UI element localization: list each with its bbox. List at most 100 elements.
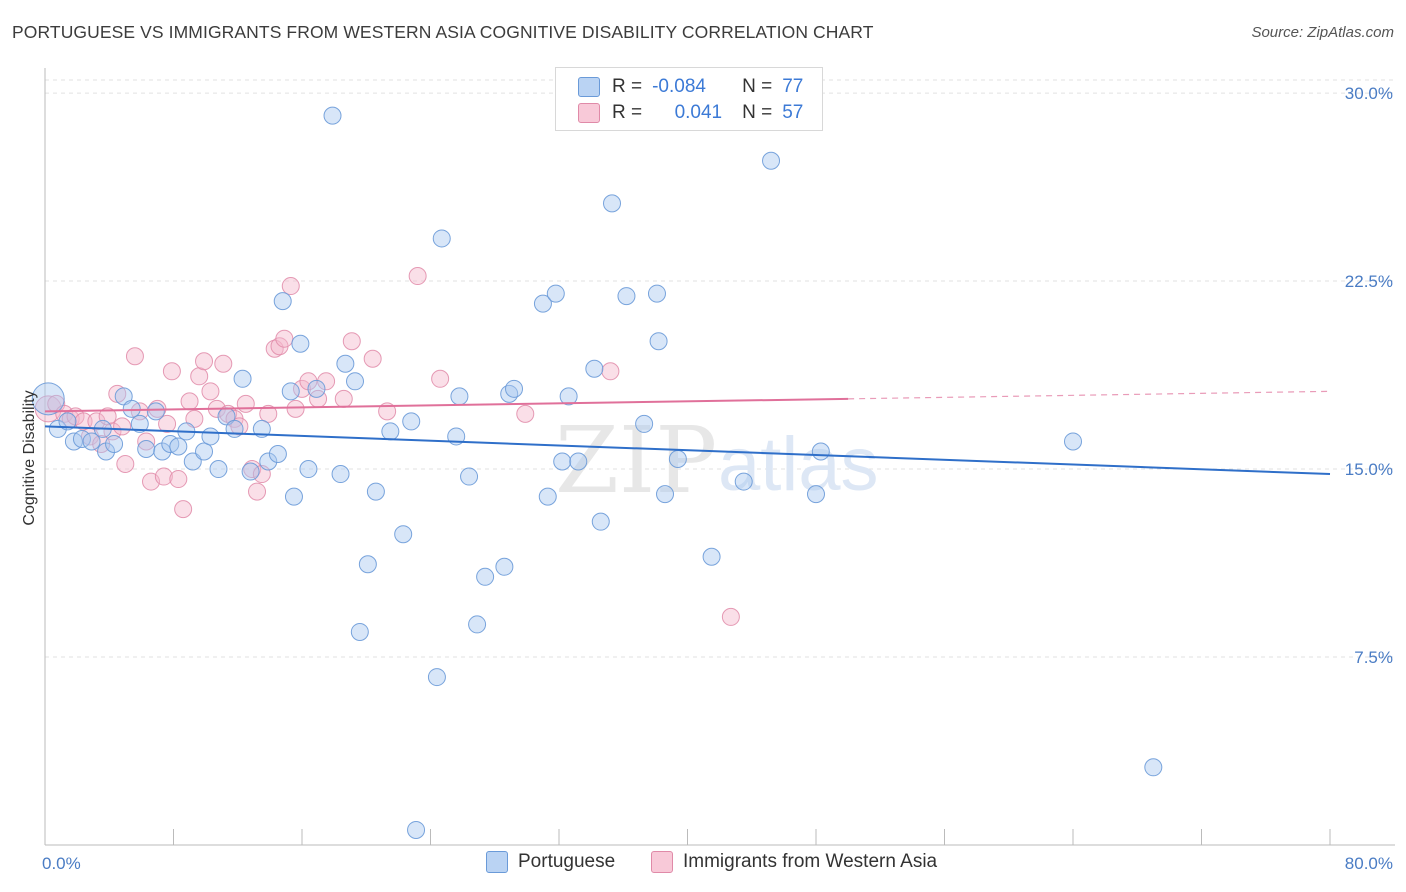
pink-point-23 — [174, 500, 193, 519]
pink-point-44 — [293, 379, 311, 398]
pink-point-27 — [195, 352, 214, 371]
blue-point-51 — [468, 615, 487, 634]
blue-point-71 — [702, 547, 721, 566]
pink-points — [34, 267, 740, 626]
blue-point-20 — [201, 427, 220, 446]
blue-point-50 — [460, 467, 479, 486]
blue-point-25 — [241, 462, 260, 481]
pink-point-34 — [236, 394, 255, 413]
blue-point-57 — [538, 487, 557, 506]
blue-point-39 — [350, 622, 369, 641]
blue-point-67 — [647, 284, 666, 303]
blue-point-23 — [225, 419, 244, 438]
y-tick-label-3: 30.0% — [1345, 84, 1393, 103]
legend-n-label: N = — [742, 102, 773, 123]
correlation-legend: R = -0.084 N = 77 R = 0.041 N = 57 — [555, 67, 823, 131]
blue-point-75 — [811, 442, 830, 461]
pink-point-5 — [74, 412, 93, 431]
blue-points — [31, 106, 1163, 839]
blue-point-33 — [299, 460, 318, 479]
legend-r-label: R = — [612, 76, 643, 97]
blue-point-73 — [762, 151, 781, 170]
trend-lines — [44, 390, 1331, 476]
blue-point-59 — [553, 452, 572, 471]
pink-point-56 — [721, 607, 740, 626]
legend-item-western-asia[interactable]: Immigrants from Western Asia — [651, 851, 937, 873]
blue-point-55 — [505, 379, 524, 398]
blue-point-8 — [105, 434, 124, 453]
blue-point-69 — [656, 485, 675, 504]
pink-point-42 — [281, 277, 300, 296]
legend-label-western-asia: Immigrants from Western Asia — [683, 851, 938, 872]
legend-r-value-blue: -0.084 — [652, 76, 706, 97]
pink-point-7 — [87, 412, 106, 431]
blue-point-11 — [130, 414, 149, 433]
legend-item-portuguese[interactable]: Portuguese — [486, 851, 615, 873]
blue-point-53 — [495, 557, 514, 576]
blue-point-47 — [432, 229, 451, 248]
pink-point-54 — [516, 404, 535, 423]
blue-point-42 — [381, 422, 400, 441]
blue-point-36 — [331, 465, 350, 484]
x-tick-labels: 0.0% 80.0% — [42, 854, 1393, 873]
pink-point-48 — [334, 389, 353, 408]
blue-point-32 — [291, 334, 310, 353]
pink-point-19 — [154, 467, 173, 486]
blue-point-62 — [585, 359, 604, 378]
blue-point-72 — [734, 472, 753, 491]
blue-point-76 — [1064, 432, 1082, 451]
legend-swatch-western-asia — [651, 851, 673, 873]
legend-r-label: R = — [612, 102, 643, 123]
blue-point-65 — [617, 287, 636, 306]
watermark-atlas: atlas — [718, 422, 879, 507]
pink-point-13 — [116, 455, 135, 474]
axes — [44, 68, 1395, 846]
blue-point-58 — [546, 284, 565, 303]
grid — [45, 79, 1395, 658]
blue-point-66 — [635, 414, 654, 433]
pink-point-21 — [162, 362, 181, 381]
blue-point-40 — [358, 555, 377, 574]
pink-point-52 — [408, 267, 427, 286]
blue-point-60 — [559, 387, 578, 406]
pink-point-39 — [265, 339, 284, 358]
legend-swatch-blue — [578, 77, 600, 97]
pink-point-49 — [342, 332, 361, 351]
pink-point-55 — [601, 362, 620, 381]
pink-point-33 — [230, 417, 249, 436]
pink-point-24 — [180, 392, 199, 411]
blue-point-64 — [603, 194, 622, 213]
legend-label-portuguese: Portuguese — [518, 851, 616, 872]
y-tick-labels: 7.5% 15.0% 22.5% 30.0% — [1345, 84, 1393, 667]
x-tick-label-1: 80.0% — [1345, 854, 1393, 873]
blue-point-38 — [346, 372, 365, 391]
blue-point-18 — [183, 452, 202, 471]
pink-point-51 — [378, 402, 397, 421]
chart-title: PORTUGUESE VS IMMIGRANTS FROM WESTERN AS… — [12, 22, 874, 42]
blue-point-61 — [569, 452, 588, 471]
y-tick-label-0: 7.5% — [1354, 648, 1393, 667]
blue-point-12 — [137, 439, 156, 458]
blue-point-37 — [336, 354, 355, 373]
blue-point-13 — [146, 402, 165, 421]
blue-point-19 — [195, 442, 214, 461]
pink-point-14 — [125, 347, 144, 366]
blue-point-56 — [533, 294, 552, 313]
pink-point-43 — [286, 399, 305, 418]
blue-point-45 — [407, 820, 426, 839]
blue-point-34 — [307, 379, 326, 398]
pink-point-26 — [190, 367, 209, 386]
blue-point-41 — [366, 482, 385, 501]
blue-point-68 — [649, 332, 668, 351]
blue-point-44 — [402, 412, 421, 431]
blue-point-30 — [281, 382, 300, 401]
y-axis-title: Cognitive Disability — [21, 390, 38, 525]
blue-point-10 — [122, 399, 141, 418]
pink-point-16 — [137, 432, 156, 451]
source-label: Source: ZipAtlas.com — [1251, 24, 1394, 41]
legend-row-western-asia: R = 0.041 N = 57 — [578, 101, 803, 125]
blue-point-24 — [233, 369, 252, 388]
blue-point-54 — [500, 384, 519, 403]
pink-point-28 — [201, 382, 220, 401]
blue-point-28 — [268, 444, 287, 463]
